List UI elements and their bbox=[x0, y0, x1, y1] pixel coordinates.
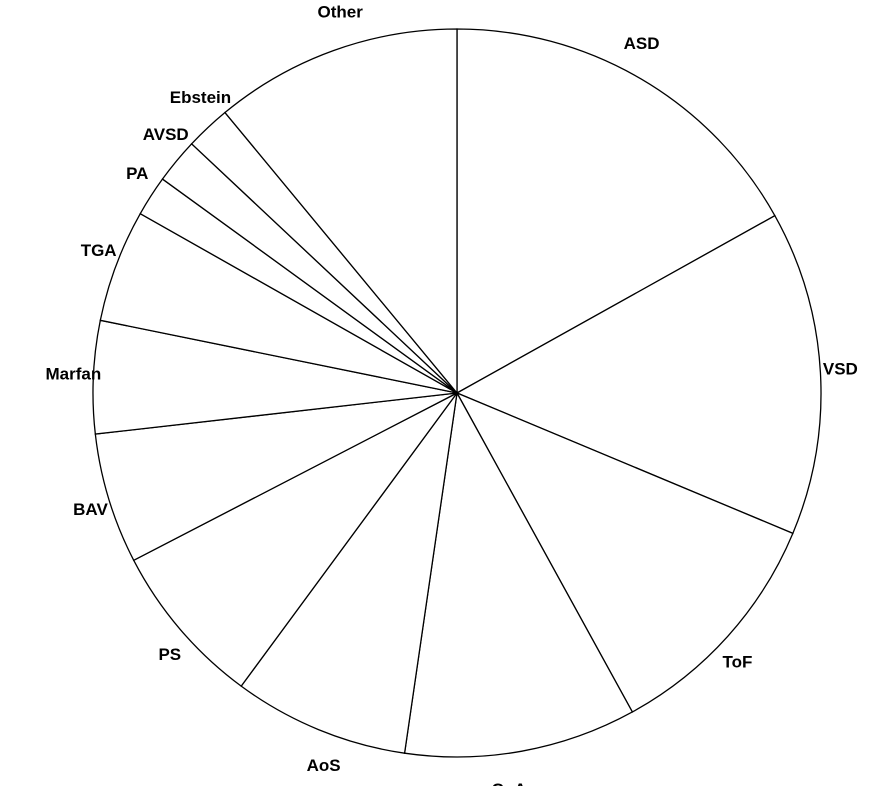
slice-label: ToF bbox=[723, 652, 753, 671]
slice-label: TGA bbox=[81, 241, 117, 260]
slice-label: BAV bbox=[73, 500, 108, 519]
pie-slice bbox=[455, 391, 794, 713]
pie-slice bbox=[403, 390, 634, 758]
slice-label: CoA bbox=[491, 780, 526, 786]
pie-slice bbox=[132, 392, 458, 688]
pie-slice bbox=[224, 28, 458, 395]
slice-label: AoS bbox=[307, 756, 341, 775]
pie-slice bbox=[94, 392, 458, 562]
pie-slice bbox=[455, 214, 822, 535]
slice-label: AVSD bbox=[143, 125, 189, 144]
slice-label: PA bbox=[126, 164, 148, 183]
slice-label: ASD bbox=[624, 34, 660, 53]
pie-slice bbox=[456, 28, 776, 395]
slice-label: Marfan bbox=[46, 365, 102, 384]
slice-label: Ebstein bbox=[170, 88, 231, 107]
slice-label: Other bbox=[317, 2, 363, 21]
slice-label: VSD bbox=[823, 360, 858, 379]
pie-slice bbox=[240, 392, 458, 754]
slice-label: PS bbox=[158, 645, 181, 664]
